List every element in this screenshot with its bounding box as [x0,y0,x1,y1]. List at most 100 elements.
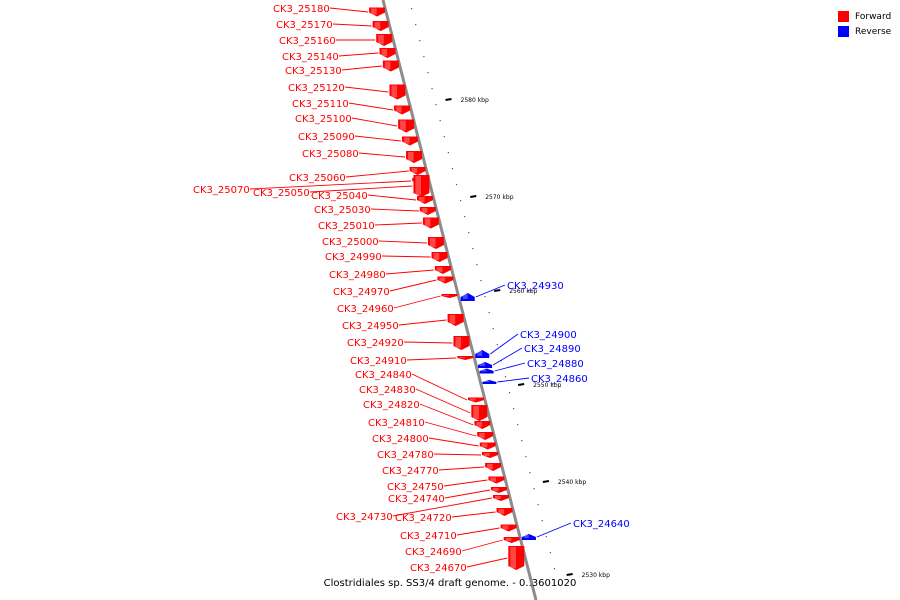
gene-label-ck3-25060[interactable]: CK3_25060 [289,173,346,184]
gene-label-ck3-24930[interactable]: CK3_24930 [507,281,564,292]
gene-label-ck3-24840[interactable]: CK3_24840 [355,370,412,381]
gene-block-ck3-24750[interactable] [488,476,505,484]
gene-label-ck3-25010[interactable]: CK3_25010 [318,221,375,232]
gene-block-ck3-24970[interactable] [437,276,454,284]
scale-minor-dot [541,520,543,522]
gene-label-ck3-25140[interactable]: CK3_25140 [282,52,339,63]
gene-block-ck3-24880[interactable] [479,368,494,374]
gene-label-ck3-24690[interactable]: CK3_24690 [405,547,462,558]
gene-leader-line [433,453,482,456]
scale-minor-dot [451,168,454,170]
gene-label-ck3-24800[interactable]: CK3_24800 [372,434,429,445]
gene-block-ck3-25010[interactable] [422,217,439,229]
gene-block-ck3-25040[interactable] [417,196,433,204]
gene-label-ck3-25160[interactable]: CK3_25160 [279,36,336,47]
gene-leader-line [424,421,477,437]
gene-block-highlight [479,433,485,438]
gene-block-ck3-24980[interactable] [434,266,451,274]
gene-block-ck3-24910[interactable] [457,356,474,360]
gene-label-ck3-25000[interactable]: CK3_25000 [322,237,379,248]
gene-block-ck3-24640[interactable] [521,534,536,540]
gene-label-ck3-25070[interactable]: CK3_25070 [193,185,250,196]
gene-block-ck3-25100[interactable] [398,119,415,133]
gene-label-ck3-24710[interactable]: CK3_24710 [400,531,457,542]
gene-block-ck3-24930[interactable] [460,293,475,301]
gene-label-ck3-25170[interactable]: CK3_25170 [276,20,333,31]
gene-block-highlight [473,406,479,419]
gene-block-ck3-25030[interactable] [419,207,436,215]
gene-label-ck3-25110[interactable]: CK3_25110 [292,99,349,110]
gene-block-ck3-25060[interactable] [409,167,426,175]
gene-label-ck3-24780[interactable]: CK3_24780 [377,450,434,461]
gene-block-ck3-24740[interactable] [490,487,507,493]
gene-block-ck3-24800[interactable] [479,442,496,450]
gene-label-ck3-24720[interactable]: CK3_24720 [395,513,452,524]
gene-block-highlight [400,120,406,131]
gene-block-ck3-24820[interactable] [474,421,491,429]
gene-block-ck3-24780[interactable] [482,452,499,458]
gene-label-ck3-25100[interactable]: CK3_25100 [295,114,352,125]
gene-block-ck3-25160[interactable] [376,34,393,46]
gene-block-ck3-24710[interactable] [500,524,517,532]
gene-label-ck3-24770[interactable]: CK3_24770 [382,466,439,477]
gene-block-ck3-24920[interactable] [453,336,470,350]
gene-block-ck3-24830[interactable] [471,405,488,421]
gene-block-ck3-25050[interactable] [413,175,430,197]
gene-label-ck3-24960[interactable]: CK3_24960 [337,304,394,315]
gene-block-ck3-25120[interactable] [389,84,406,100]
gene-label-ck3-24730[interactable]: CK3_24730 [336,512,393,523]
gene-label-ck3-24920[interactable]: CK3_24920 [347,338,404,349]
gene-block-ck3-25130[interactable] [382,60,399,72]
gene-label-ck3-24740[interactable]: CK3_24740 [388,494,445,505]
gene-label-ck3-24860[interactable]: CK3_24860 [531,374,588,385]
gene-block-ck3-25090[interactable] [401,136,418,146]
gene-block-ck3-24990[interactable] [431,252,448,262]
gene-block-ck3-24950[interactable] [447,314,464,326]
gene-block-ck3-24890[interactable] [478,362,493,368]
gene-label-ck3-25130[interactable]: CK3_25130 [285,66,342,77]
gene-label-ck3-24970[interactable]: CK3_24970 [333,287,390,298]
gene-label-ck3-25050[interactable]: CK3_25050 [253,188,310,199]
gene-block-ck3-24840[interactable] [468,397,484,403]
gene-label-ck3-24910[interactable]: CK3_24910 [350,356,407,367]
gene-label-ck3-24820[interactable]: CK3_24820 [363,400,420,411]
gene-block-ck3-25080[interactable] [406,151,423,163]
gene-block-ck3-24730[interactable] [492,495,509,501]
gene-label-ck3-24980[interactable]: CK3_24980 [329,270,386,281]
gene-block-ck3-24690[interactable] [503,537,520,543]
gene-label-ck3-25040[interactable]: CK3_25040 [311,191,368,202]
gene-label-ck3-24990[interactable]: CK3_24990 [325,252,382,263]
gene-label-ck3-24950[interactable]: CK3_24950 [342,321,399,332]
gene-label-ck3-25030[interactable]: CK3_25030 [314,205,371,216]
gene-label-ck3-24750[interactable]: CK3_24750 [387,482,444,493]
gene-block-ck3-24900[interactable] [475,350,490,358]
gene-block-highlight [439,277,445,282]
gene-label-ck3-24670[interactable]: CK3_24670 [410,563,467,574]
gene-block-ck3-24810[interactable] [477,432,494,440]
gene-block-ck3-25000[interactable] [427,237,444,249]
gene-leader-line [370,208,419,212]
gene-label-ck3-24880[interactable]: CK3_24880 [527,359,584,370]
gene-block-ck3-25170[interactable] [372,21,389,31]
gene-block-ck3-25180[interactable] [369,7,386,17]
gene-block-ck3-24670[interactable] [508,546,525,570]
gene-label-ck3-25120[interactable]: CK3_25120 [288,83,345,94]
gene-label-ck3-25080[interactable]: CK3_25080 [302,149,359,160]
gene-block-ck3-24720[interactable] [496,508,513,516]
gene-label-ck3-24900[interactable]: CK3_24900 [520,330,577,341]
gene-label-ck3-25180[interactable]: CK3_25180 [273,4,330,15]
gene-label-ck3-25090[interactable]: CK3_25090 [298,132,355,143]
gene-label-ck3-24640[interactable]: CK3_24640 [573,519,630,530]
gene-block-ck3-25140[interactable] [379,48,396,58]
gene-label-ck3-24810[interactable]: CK3_24810 [368,418,425,429]
gene-leader-line [374,222,422,226]
gene-leader-line [351,117,398,127]
gene-block-ck3-24770[interactable] [485,463,502,471]
gene-block-highlight [510,547,516,568]
gene-block-ck3-25110[interactable] [394,105,411,115]
gene-label-ck3-24830[interactable]: CK3_24830 [359,385,416,396]
legend: Forward Reverse [838,9,891,39]
gene-label-ck3-24890[interactable]: CK3_24890 [524,344,581,355]
gene-block-ck3-24960[interactable] [441,294,458,298]
gene-block-ck3-24860[interactable] [482,380,497,384]
